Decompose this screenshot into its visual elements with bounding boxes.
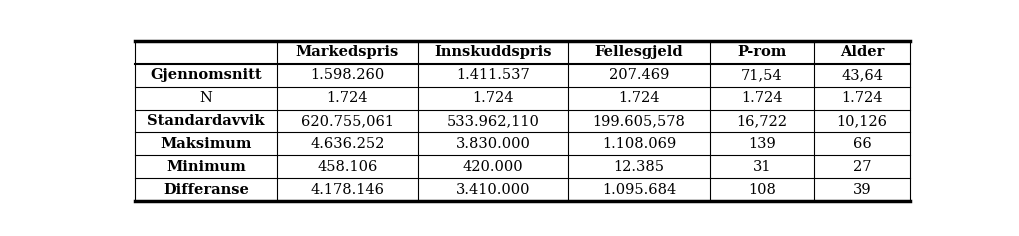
Text: 3.410.000: 3.410.000 xyxy=(455,182,530,197)
Text: P-rom: P-rom xyxy=(737,46,786,59)
Text: 458.106: 458.106 xyxy=(317,160,377,174)
Text: 1.095.684: 1.095.684 xyxy=(601,182,676,197)
Text: 420.000: 420.000 xyxy=(463,160,523,174)
Text: 533.962,110: 533.962,110 xyxy=(446,114,539,128)
Text: 16,722: 16,722 xyxy=(736,114,787,128)
Text: Markedspris: Markedspris xyxy=(296,46,398,59)
Text: Standardavvik: Standardavvik xyxy=(147,114,265,128)
Text: 139: 139 xyxy=(747,137,775,151)
Text: 31: 31 xyxy=(752,160,770,174)
Text: Innskuddspris: Innskuddspris xyxy=(434,46,551,59)
Text: 207.469: 207.469 xyxy=(608,68,668,82)
Text: Differanse: Differanse xyxy=(163,182,249,197)
Text: 4.636.252: 4.636.252 xyxy=(310,137,384,151)
Text: Fellesgjeld: Fellesgjeld xyxy=(594,46,683,59)
Text: 43,64: 43,64 xyxy=(841,68,882,82)
Text: Maksimum: Maksimum xyxy=(160,137,252,151)
Text: Gjennomsnitt: Gjennomsnitt xyxy=(150,68,262,82)
Text: 1.724: 1.724 xyxy=(326,91,368,105)
Text: 1.411.537: 1.411.537 xyxy=(455,68,530,82)
Text: 4.178.146: 4.178.146 xyxy=(310,182,384,197)
Text: 39: 39 xyxy=(852,182,870,197)
Text: 1.108.069: 1.108.069 xyxy=(601,137,676,151)
Text: 10,126: 10,126 xyxy=(836,114,887,128)
Text: Alder: Alder xyxy=(840,46,883,59)
Text: 12.385: 12.385 xyxy=(612,160,663,174)
Text: 71,54: 71,54 xyxy=(741,68,782,82)
Text: 620.755,061: 620.755,061 xyxy=(301,114,393,128)
Text: 66: 66 xyxy=(852,137,871,151)
Text: 1.724: 1.724 xyxy=(472,91,514,105)
Text: 199.605,578: 199.605,578 xyxy=(592,114,685,128)
Text: 1.598.260: 1.598.260 xyxy=(310,68,384,82)
Text: 1.724: 1.724 xyxy=(741,91,782,105)
Text: N: N xyxy=(200,91,212,105)
Text: Minimum: Minimum xyxy=(166,160,246,174)
Text: 1.724: 1.724 xyxy=(618,91,659,105)
Text: 27: 27 xyxy=(852,160,870,174)
Text: 108: 108 xyxy=(747,182,775,197)
Text: 3.830.000: 3.830.000 xyxy=(455,137,530,151)
Text: 1.724: 1.724 xyxy=(841,91,882,105)
